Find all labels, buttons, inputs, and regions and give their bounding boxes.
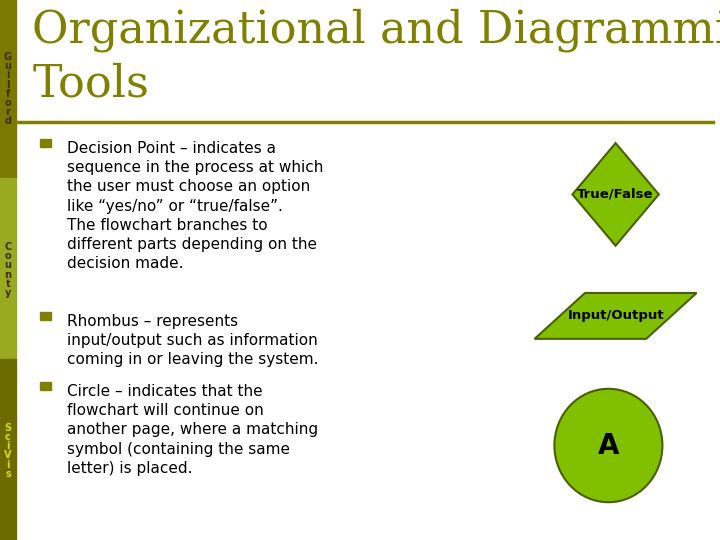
Text: Tools: Tools [32,62,149,105]
Polygon shape [534,293,697,339]
Text: Circle – indicates that the
flowchart will continue on
another page, where a mat: Circle – indicates that the flowchart wi… [67,384,318,476]
Bar [0,0,16,178]
Text: C
o
u
n
t
y: C o u n t y [4,242,12,298]
Text: G
u
i
l
f
o
r
d: G u i l f o r d [4,52,12,126]
Bar [40,382,51,390]
Bar [40,312,51,320]
Text: S
c
i
V
i
s: S c i V i s [4,423,12,479]
Polygon shape [572,143,659,246]
Text: Organizational and Diagramming: Organizational and Diagramming [32,8,720,51]
Bar [0,359,16,540]
Text: Input/Output: Input/Output [567,309,664,322]
Text: A: A [598,431,619,460]
Ellipse shape [554,389,662,502]
Text: Decision Point – indicates a
sequence in the process at which
the user must choo: Decision Point – indicates a sequence in… [67,141,323,271]
Text: Rhombus – represents
input/output such as information
coming in or leaving the s: Rhombus – represents input/output such a… [67,314,318,367]
Text: True/False: True/False [577,188,654,201]
Bar [0,178,16,359]
Bar [40,139,51,147]
